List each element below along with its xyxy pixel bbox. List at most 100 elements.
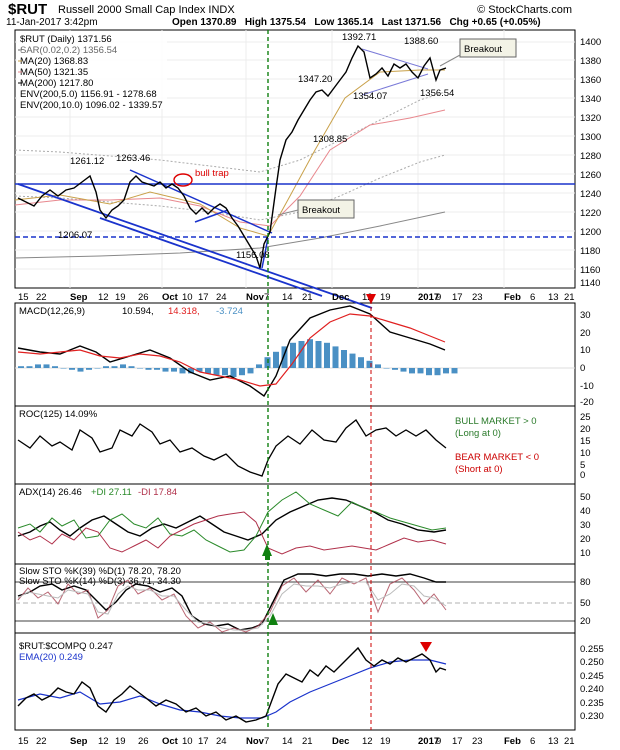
x-tick-label: 15 [18, 292, 29, 303]
price-label: 1261.12 [70, 156, 104, 167]
macd-hist-bar [137, 368, 143, 369]
x-tick-label: 12 [98, 292, 109, 303]
macd-hist-bar [341, 350, 347, 368]
wedge-top [129, 169, 273, 234]
x-tick-label: 12 [362, 292, 373, 303]
roc-tick: 25 [580, 412, 591, 423]
high-value: High 1375.54 [244, 17, 306, 28]
ratio-line [17, 646, 447, 723]
x-tick-label: 19 [380, 292, 391, 303]
macd-hist-bar [400, 368, 407, 372]
breakout-label-top: Breakout [464, 44, 502, 55]
x-tick-label: Sep [70, 292, 88, 303]
bear-market-label: BEAR MARKET < 0 [455, 452, 539, 463]
ma200-line [14, 211, 446, 259]
index-title: Russell 2000 Small Cap Index [58, 4, 206, 16]
macd-hist-bar [120, 364, 126, 368]
symbol: $RUT [8, 1, 48, 18]
index-name: Russell 2000 Small Cap Index INDX [58, 4, 235, 16]
x-tick-label: 10 [182, 292, 193, 303]
price-tick: 1300 [580, 132, 601, 143]
price-y-axis: 1400 1380 1360 1340 1320 1300 1280 1260 … [580, 37, 601, 289]
x-tick-label: 19 [380, 736, 391, 747]
legend-ma20: MA(20) 1368.83 [20, 56, 88, 67]
macd-hist-bar [230, 368, 237, 377]
adx-panel: 50 40 30 20 10 ADX(14) 26.46 +DI 27.11 -… [17, 487, 591, 560]
x-tick-label: Oct [162, 736, 179, 747]
price-tick: 1240 [580, 189, 601, 200]
macd-hist-bar [332, 346, 339, 368]
macd-tick: 0 [580, 363, 585, 374]
macd-hist-bar [426, 368, 432, 376]
macd-hist-bar [43, 364, 50, 368]
bear-market-note: (Short at 0) [455, 464, 503, 475]
bull-market-label: BULL MARKET > 0 [455, 416, 537, 427]
adx-tick: 40 [580, 506, 591, 517]
sto-tick: 20 [580, 616, 591, 627]
price-tick: 1380 [580, 56, 601, 67]
quote-date: 11-Jan-2017 3:42pm [6, 17, 98, 28]
x-tick-label: Dec [332, 736, 349, 747]
roc-tick: 15 [580, 436, 591, 447]
price-tick: 1400 [580, 37, 601, 48]
macd-hist-bar [383, 368, 390, 369]
price-tick: 1260 [580, 170, 601, 181]
roc-tick: 20 [580, 424, 591, 435]
x-tick-label: 21 [302, 736, 313, 747]
ratio-panel-frame [14, 632, 576, 731]
slow-sto-signal-line [17, 581, 447, 631]
macd-histogram [18, 339, 458, 377]
macd-hist-bar [298, 341, 305, 368]
macd-hist-bar [154, 368, 160, 370]
breakout-callout-top [459, 38, 517, 58]
x-tick-label: 26 [138, 292, 149, 303]
price-tick: 1280 [580, 151, 601, 162]
x-tick-label: 24 [216, 736, 227, 747]
x-axis-bottom: 15 22 Sep 12 19 26 Oct 10 17 24 Nov 7 14 21 Dec 12 19 201… [18, 736, 575, 747]
macd-hist-bar [239, 368, 245, 376]
macd-signal-line [17, 313, 446, 387]
roc-tick: 10 [580, 448, 591, 459]
ratio-tick: 0.245 [580, 671, 604, 682]
macd-hist-bar [60, 368, 67, 369]
price-label: 1388.60 [404, 36, 438, 47]
adx-tick: 20 [580, 534, 591, 545]
adx-label: ADX(14) 26.46 [19, 487, 82, 498]
price-label: 1206.07 [58, 230, 92, 241]
breakout-callout-mid [297, 199, 355, 219]
plus-di-line [17, 491, 447, 553]
ratio-panel: 0.255 0.250 0.245 0.240 0.235 0.230 $RUT… [17, 641, 604, 723]
minus-di-value: -DI 17.84 [138, 487, 177, 498]
x-tick-label: 23 [472, 292, 483, 303]
roc-label: ROC(125) 14.09% [19, 409, 98, 420]
exchange: INDX [208, 4, 235, 16]
roc-panel: 25 20 15 10 5 0 ROC(125) 14.09% BULL MAR… [17, 409, 591, 481]
roc-tick: 0 [580, 470, 585, 481]
macd-hist-bar [222, 368, 228, 376]
price-label: 1308.85 [313, 134, 347, 145]
sto-tick: 80 [580, 577, 591, 588]
price-tick: 1140 [580, 278, 600, 289]
price-tick: 1200 [580, 227, 601, 238]
buy-arrow-icon [262, 544, 272, 560]
downtrend-channel-bottom [99, 217, 323, 297]
x-tick-label: 26 [138, 736, 149, 747]
price-label: 1347.20 [298, 74, 332, 85]
x-tick-label: 13 [548, 292, 559, 303]
macd-tick: 30 [580, 310, 591, 321]
macd-hist-bar [103, 366, 109, 368]
x-tick-label: 2017 [418, 292, 439, 303]
callout-leader [277, 209, 299, 216]
price-tick: 1180 [580, 246, 600, 257]
x-tick-label: 24 [216, 292, 227, 303]
macd-tick: 20 [580, 328, 591, 339]
adx-tick: 30 [580, 520, 591, 531]
price-panel-frame [14, 29, 576, 289]
ratio-tick: 0.235 [580, 698, 604, 709]
x-tick-label: Dec [332, 292, 349, 303]
macd-hist-bar [281, 346, 288, 368]
macd-value: 10.594, [122, 306, 154, 317]
brand-watermark[interactable]: © StockCharts.com [477, 4, 572, 16]
price-tick: 1160 [580, 265, 600, 276]
